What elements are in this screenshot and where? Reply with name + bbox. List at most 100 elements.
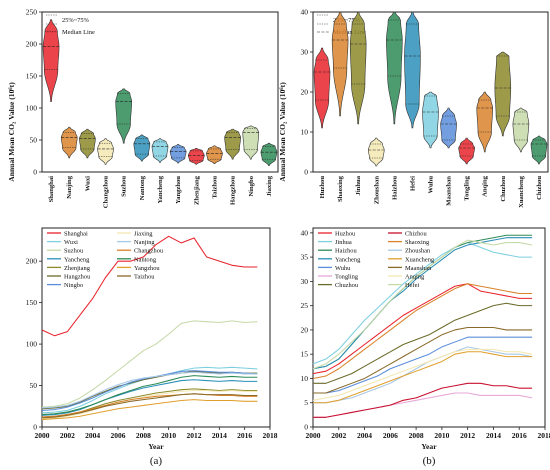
series-line-wuhu bbox=[313, 336, 533, 394]
y-tick-label: 250 bbox=[26, 8, 38, 17]
category-label: Jinhua bbox=[355, 175, 362, 195]
legend-median-label: Median Line bbox=[333, 29, 366, 36]
x-tick-label: 2006 bbox=[111, 431, 126, 440]
legend-median-label: Median Line bbox=[62, 29, 95, 36]
series-line-shaoxing bbox=[312, 283, 533, 379]
violin-nanjing bbox=[60, 126, 78, 159]
legend-quartile-label: 25%~75% bbox=[62, 17, 90, 24]
violin-huzhou bbox=[313, 47, 331, 129]
series-line-yancheng bbox=[41, 379, 258, 416]
plot-frame bbox=[41, 227, 271, 428]
category-label: Jiaxing bbox=[266, 175, 273, 196]
category-label: Yancheng bbox=[157, 175, 164, 203]
violin-suzhou bbox=[115, 88, 132, 144]
y-tick-label: 30 bbox=[301, 277, 309, 286]
x-tick-label: 2012 bbox=[187, 431, 202, 440]
line-panel-a: 0 50 100 150 200 2000 2002 2004 2006 2008 2010 2012… bbox=[26, 227, 278, 467]
y-tick-label: 25 bbox=[301, 301, 309, 310]
category-label: Haizhou bbox=[391, 176, 398, 200]
y-tick-label: 20 bbox=[301, 88, 309, 97]
category-label: Tongling bbox=[464, 175, 471, 200]
x-tick-label: 2000 bbox=[306, 431, 321, 440]
violin-panel-a: 0 50 100 150 200 250 Annual Mean CO₂ Value (10… bbox=[7, 8, 279, 209]
violin-body bbox=[331, 11, 349, 117]
legend-label-chizhou: Chizhou bbox=[405, 231, 427, 238]
legend-label-haizhou: Haizhou bbox=[335, 248, 357, 255]
x-tick-label: 2010 bbox=[161, 431, 176, 440]
violin-body bbox=[42, 19, 60, 102]
legend-label-anqing: Anqing bbox=[405, 274, 425, 281]
x-tick-label: 2002 bbox=[60, 431, 75, 440]
legend-label-nantong: Nantong bbox=[134, 256, 157, 263]
legend-label-chuzhou: Chuzhou bbox=[335, 282, 359, 289]
x-tick-label: 2004 bbox=[85, 431, 100, 440]
violin-anqing bbox=[476, 91, 493, 153]
series-line-hefei bbox=[312, 239, 533, 370]
y-axis-title: Annual Mean CO₂ Value (10⁶t) bbox=[7, 82, 16, 182]
violin-body bbox=[242, 125, 260, 160]
y-tick-label: 20 bbox=[301, 325, 309, 334]
x-tick-label: 2012 bbox=[460, 431, 475, 440]
violin-body bbox=[494, 51, 512, 137]
violin-body bbox=[133, 134, 151, 162]
category-label: Hangzhou bbox=[230, 176, 237, 205]
series-line-jiaxing bbox=[41, 389, 258, 420]
violin-maanshan bbox=[440, 107, 457, 149]
category-label: Xuancheng bbox=[518, 175, 525, 208]
series-line-chuzhou bbox=[313, 302, 533, 384]
series-line-yangzhou bbox=[41, 399, 258, 421]
y-tick-label: 0 bbox=[33, 423, 37, 432]
plot-frame bbox=[41, 11, 279, 173]
x-tick-label: 2018 bbox=[263, 431, 278, 440]
legend-label-nanjing: Nanjing bbox=[134, 239, 155, 246]
violin-taizhou bbox=[206, 145, 223, 164]
series-line-zhoushan bbox=[313, 346, 533, 404]
x-tick-label: 2004 bbox=[357, 431, 372, 440]
violin-body bbox=[404, 11, 421, 129]
legend-label-yancheng: Yancheng bbox=[64, 256, 90, 263]
y-tick-label: 100 bbox=[26, 340, 38, 349]
violin-chuzhou bbox=[494, 51, 512, 137]
category-label: Maanshan bbox=[446, 176, 453, 206]
legend-label-zhoushan: Zhoushan bbox=[405, 248, 431, 255]
y-tick-label: 0 bbox=[304, 168, 308, 177]
category-label: Changzhou bbox=[103, 176, 110, 209]
y-tick-label: 200 bbox=[26, 257, 38, 266]
legend-label-shaoxing: Shaoxing bbox=[405, 239, 430, 246]
y-tick-label: 10 bbox=[301, 128, 309, 137]
legend-label-changzhou: Changzhou bbox=[134, 248, 164, 255]
category-label: Chuzhou bbox=[500, 176, 507, 202]
violin-haizhou bbox=[386, 11, 403, 125]
legend-quartile-label: 25%~75% bbox=[333, 17, 361, 24]
violin-body bbox=[79, 128, 96, 159]
legend-label-hangzhou: Hangzhou bbox=[64, 274, 91, 281]
category-label: Anqing bbox=[482, 175, 489, 197]
y-tick-label: 5 bbox=[304, 398, 308, 407]
legend-label-shanghai: Shanghai bbox=[64, 231, 88, 238]
line-panel-b: 0 5 10 15 20 25 30 35 40 2000 2002 2004 2006 2008 2010… bbox=[301, 227, 550, 467]
series-line-nantong bbox=[41, 375, 258, 416]
violin-hangzhou bbox=[224, 128, 241, 160]
violin-wuhu bbox=[422, 91, 439, 149]
violin-shaoxing bbox=[331, 11, 349, 117]
y-tick-label: 0 bbox=[33, 168, 37, 177]
series-line-yancheng bbox=[312, 237, 533, 370]
category-label: Shaoxing bbox=[337, 175, 344, 202]
category-label: Zhoushan bbox=[373, 176, 380, 205]
plot-frame bbox=[312, 227, 546, 428]
violin-zhenjiang bbox=[188, 148, 205, 165]
legend-label-taizhou: Taizhou bbox=[134, 274, 155, 281]
violin-nantong bbox=[133, 134, 151, 162]
y-tick-label: 40 bbox=[301, 8, 309, 17]
series-line-nanjing bbox=[41, 371, 258, 409]
violin-changzhou bbox=[97, 138, 114, 165]
series-line-chizhou bbox=[313, 382, 533, 418]
x-tick-label: 2014 bbox=[486, 431, 501, 440]
category-label: Wuhu bbox=[428, 176, 435, 194]
legend-label-tongling: Tongling bbox=[335, 274, 359, 281]
y-tick-label: 0 bbox=[304, 423, 308, 432]
legend-label-jiaxing: Jiaxing bbox=[134, 231, 153, 238]
violin-body bbox=[260, 142, 278, 166]
y-tick-label: 150 bbox=[26, 298, 38, 307]
